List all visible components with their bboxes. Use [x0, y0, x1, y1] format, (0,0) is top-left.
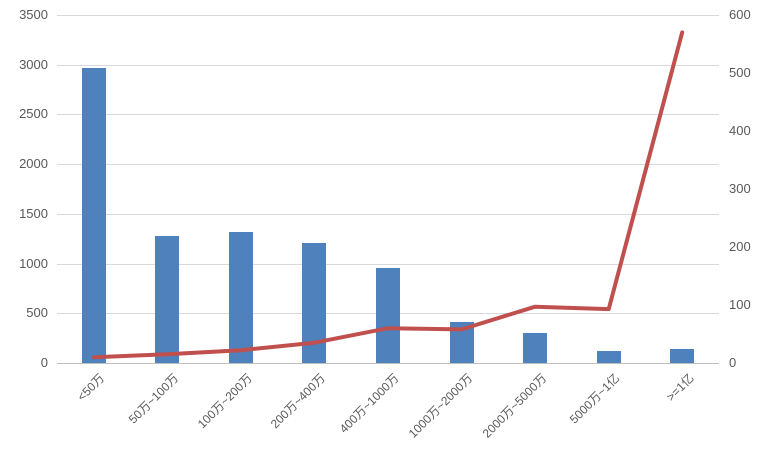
left-axis-tick-label: 1000: [19, 255, 48, 271]
bar: [523, 332, 548, 363]
left-axis-tick-label: 1500: [19, 205, 48, 221]
x-axis-line: [57, 363, 719, 364]
right-axis-tick-label: 400: [729, 123, 751, 138]
left-axis-tick-label: 2000: [19, 156, 48, 172]
bar: [228, 231, 253, 363]
gridline: [57, 15, 719, 16]
bar: [81, 67, 106, 363]
line-series: [91, 30, 685, 360]
right-axis-tick-label: 300: [729, 181, 751, 196]
bar: [596, 350, 621, 363]
left-axis-tick-label: 500: [26, 305, 48, 321]
left-axis-tick-label: 2500: [19, 106, 48, 122]
left-axis-tick-label: 3000: [19, 56, 48, 72]
line-series-path: [91, 30, 685, 360]
left-axis-tick-label: 3500: [19, 7, 48, 22]
gridline: [57, 164, 719, 166]
bar: [670, 348, 695, 363]
right-axis-tick-label: 0: [729, 355, 737, 370]
right-axis-tick-label: 200: [729, 239, 751, 254]
bar: [155, 235, 180, 363]
gridline: [57, 114, 719, 116]
gridline: [57, 64, 719, 66]
right-axis-tick-label: 600: [729, 7, 751, 22]
left-axis-tick-label: 0: [40, 355, 48, 370]
gridline: [57, 263, 719, 265]
bar: [376, 267, 400, 363]
gridline: [57, 213, 719, 215]
right-axis-tick-label: 100: [729, 297, 751, 312]
right-axis-tick-label: 500: [729, 65, 751, 80]
